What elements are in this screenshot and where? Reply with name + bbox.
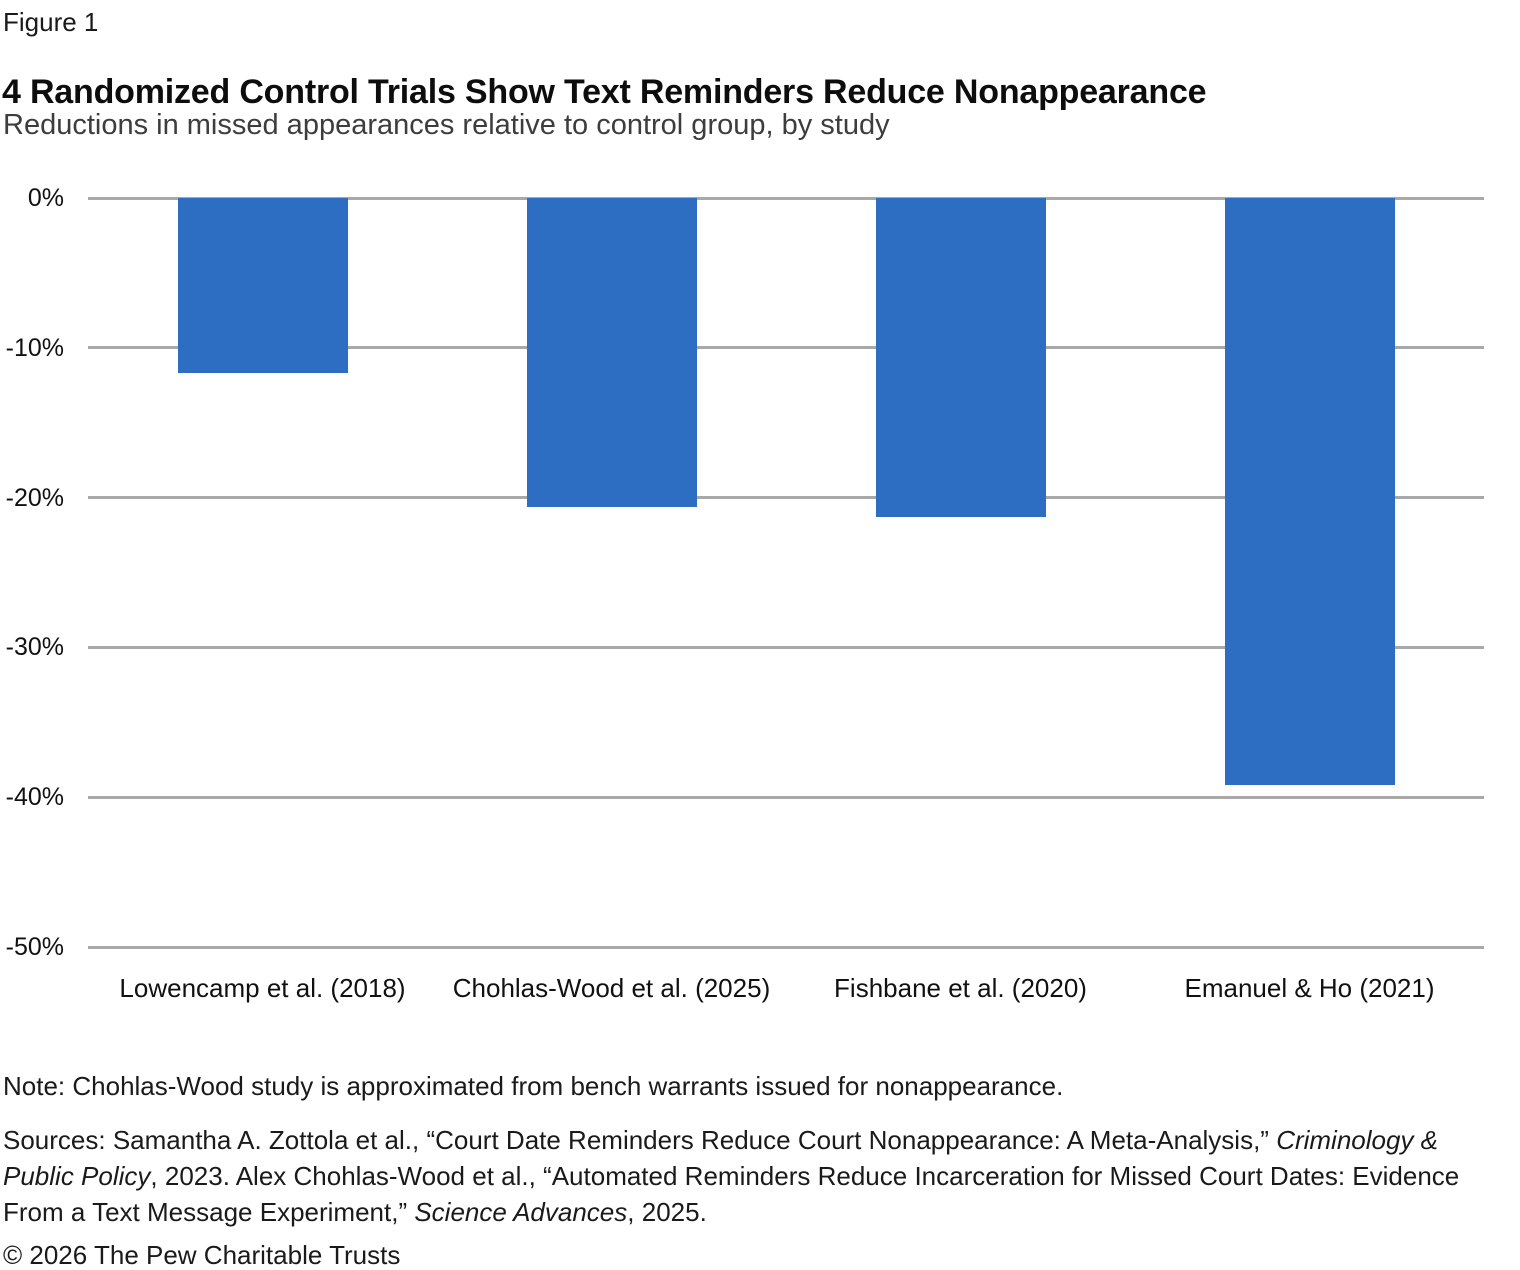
chart-subtitle: Reductions in missed appearances relativ…	[3, 109, 890, 141]
source-text: Sources: Samantha A. Zottola et al., “Co…	[3, 1125, 1277, 1155]
bar-1	[177, 198, 348, 374]
gridline-0%	[88, 196, 1484, 200]
gridline--30%	[88, 645, 1484, 649]
y-tick-label: -40%	[5, 783, 64, 812]
source-journal-name: Criminology & Public Policy	[3, 1125, 1439, 1191]
bar-2	[526, 198, 697, 507]
source-journal-name: Science Advances	[414, 1197, 628, 1227]
y-tick-label: -10%	[5, 333, 64, 362]
gridline--10%	[88, 346, 1484, 350]
bar-3	[875, 198, 1046, 518]
x-category-label: Chohlas-Wood et al. (2025)	[452, 973, 771, 1003]
figure-label: Figure 1	[3, 7, 99, 37]
gridline--40%	[88, 795, 1484, 799]
x-category-label: Lowencamp et al. (2018)	[119, 973, 406, 1003]
copyright: © 2026 The Pew Charitable Trusts	[3, 1240, 401, 1270]
chart-sources: Sources: Samantha A. Zottola et al., “Co…	[3, 1122, 1515, 1230]
y-tick-label: -30%	[5, 633, 64, 662]
y-tick-label: -20%	[5, 483, 64, 512]
y-tick-label: 0%	[27, 184, 64, 212]
chart-note: Note: Chohlas-Wood study is approximated…	[3, 1071, 1064, 1101]
source-text: , 2023. Alex Chohlas-Wood et al., “Autom…	[3, 1161, 1460, 1227]
gridline--50%	[88, 945, 1484, 949]
gridline--20%	[88, 496, 1484, 500]
bar-4	[1224, 198, 1395, 786]
bar-chart: 0% -10% -20% -30% -40% -50% Lowencamp et al. (…	[5, 184, 1484, 1003]
x-category-label: Fishbane et al. (2020)	[834, 973, 1087, 1003]
y-tick-label: -50%	[5, 933, 64, 961]
source-text: , 2025.	[627, 1197, 707, 1227]
chart-title: 4 Randomized Control Trials Show Text Re…	[2, 72, 1207, 111]
x-category-label: Emanuel & Ho (2021)	[1184, 973, 1435, 1003]
